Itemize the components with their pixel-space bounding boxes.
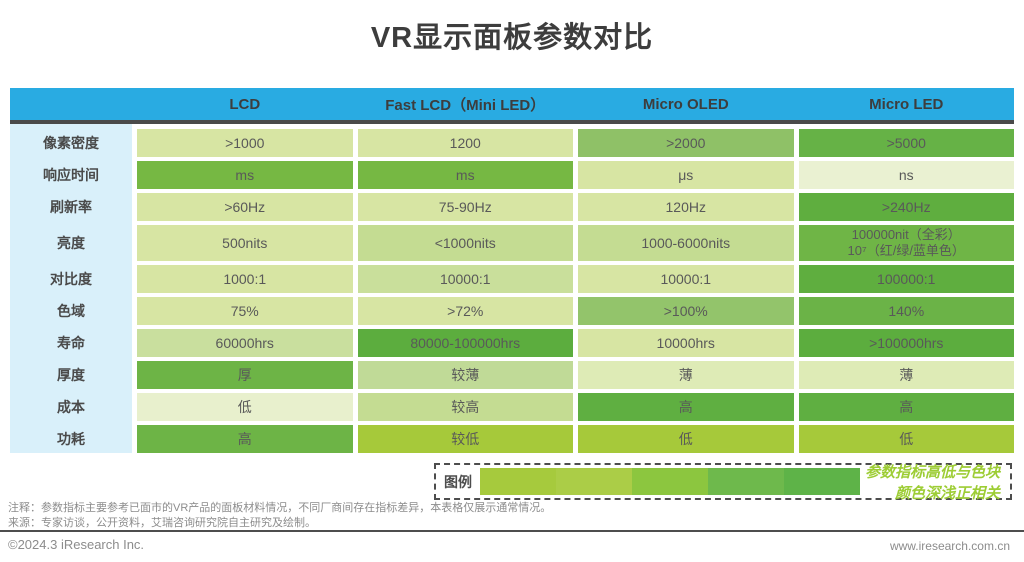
column-header-micro-oled: Micro OLED (642, 95, 729, 113)
cell-pixel-density-fast-lcd: 1200 (357, 129, 573, 157)
cell-power-consumption-micro-oled: 低 (578, 425, 794, 453)
row-label-refresh-rate: 刷新率 (50, 199, 92, 215)
row-label-color-gamut: 色域 (57, 303, 85, 319)
cell-refresh-rate-micro-led: >240Hz (798, 193, 1014, 221)
cell-contrast-lcd: 1000:1 (137, 265, 353, 293)
source-line: 来源：专家访谈，公开资料，艾瑞咨询研究院自主研究及绘制。 (8, 517, 316, 529)
cell-contrast-fast-lcd: 10000:1 (357, 265, 573, 293)
cell-cost-fast-lcd: 较高 (357, 393, 573, 421)
footnotes: 注释：参数指标主要参考已面市的VR产品的面板材料情况，不同厂商间存在指标差异，本… (8, 501, 1008, 531)
cell-contrast-micro-led: 100000:1 (798, 265, 1014, 293)
cell-power-consumption-fast-lcd: 较低 (357, 425, 573, 453)
legend-description: 参数指标高低与色块颜色深浅正相关 (864, 463, 1000, 502)
column-header-fast-lcd: Fast LCD（Mini LED） (385, 96, 546, 114)
cell-refresh-rate-lcd: >60Hz (137, 193, 353, 221)
cell-pixel-density-micro-oled: >2000 (578, 129, 794, 157)
row-label-cost: 成本 (57, 399, 85, 415)
cell-thickness-fast-lcd: 较薄 (357, 361, 573, 389)
cell-lifespan-micro-led: >100000hrs (798, 329, 1014, 357)
cell-lifespan-lcd: 60000hrs (137, 329, 353, 357)
cell-cost-micro-oled: 高 (578, 393, 794, 421)
row-label-brightness: 亮度 (57, 235, 85, 251)
copyright: ©2024.3 iResearch Inc. (8, 537, 145, 552)
column-header-lcd: LCD (229, 95, 261, 113)
table-body: 像素密度 >1000 1200 >2000 >5000 响应时间 ms ms μs ns 刷新率 >6… (10, 124, 1014, 453)
cell-thickness-micro-oled: 薄 (578, 361, 794, 389)
row-label-power-consumption: 功耗 (57, 431, 85, 447)
cell-refresh-rate-fast-lcd: 75-90Hz (357, 193, 573, 221)
cell-response-time-fast-lcd: ms (357, 161, 573, 189)
cell-lifespan-fast-lcd: 80000-100000hrs (357, 329, 573, 357)
cell-pixel-density-lcd: >1000 (137, 129, 353, 157)
row-label-lifespan: 寿命 (57, 335, 85, 351)
legend-swatch-5 (784, 468, 860, 495)
cell-power-consumption-lcd: 高 (137, 425, 353, 453)
row-label-response-time: 响应时间 (43, 167, 99, 183)
footer-divider (0, 530, 1024, 532)
cell-pixel-density-micro-led: >5000 (798, 129, 1014, 157)
legend-swatch-3 (632, 468, 708, 495)
cell-power-consumption-micro-led: 低 (798, 425, 1014, 453)
cell-brightness-micro-oled: 1000-6000nits (578, 225, 794, 261)
cell-color-gamut-micro-oled: >100% (578, 297, 794, 325)
cell-contrast-micro-oled: 10000:1 (578, 265, 794, 293)
cell-refresh-rate-micro-oled: 120Hz (578, 193, 794, 221)
cell-response-time-lcd: ms (137, 161, 353, 189)
page-title: VR显示面板参数对比 (370, 22, 654, 54)
legend-box: 图例 参数指标高低与色块颜色深浅正相关 (434, 463, 1012, 502)
header-divider-rule (10, 120, 1014, 124)
row-label-contrast: 对比度 (50, 271, 92, 287)
cell-brightness-lcd: 500nits (137, 225, 353, 261)
table-header-row: LCD Fast LCD（Mini LED） Micro OLED Micro … (10, 88, 1014, 120)
legend-swatch-2 (556, 468, 632, 495)
row-label-thickness: 厚度 (57, 367, 85, 383)
cell-response-time-micro-led: ns (798, 161, 1014, 189)
website-url: www.iresearch.com.cn (889, 539, 1010, 553)
comparison-table: LCD Fast LCD（Mini LED） Micro OLED Micro … (10, 88, 1014, 453)
cell-color-gamut-lcd: 75% (137, 297, 353, 325)
cell-thickness-lcd: 厚 (137, 361, 353, 389)
legend-color-scale (480, 468, 860, 495)
note-line: 注释：参数指标主要参考已面市的VR产品的面板材料情况，不同厂商间存在指标差异，本… (8, 502, 552, 514)
cell-color-gamut-fast-lcd: >72% (357, 297, 573, 325)
legend-swatch-1 (480, 468, 556, 495)
cell-brightness-fast-lcd: <1000nits (357, 225, 573, 261)
cell-color-gamut-micro-led: 140% (798, 297, 1014, 325)
cell-response-time-micro-oled: μs (578, 161, 794, 189)
cell-cost-lcd: 低 (137, 393, 353, 421)
row-label-pixel-density: 像素密度 (43, 135, 99, 151)
cell-cost-micro-led: 高 (798, 393, 1014, 421)
cell-thickness-micro-led: 薄 (798, 361, 1014, 389)
cell-brightness-micro-led: 100000nit（全彩） 10⁷（红/绿/蓝单色） (798, 225, 1014, 261)
legend-label: 图例 (444, 473, 472, 490)
cell-lifespan-micro-oled: 10000hrs (578, 329, 794, 357)
legend-swatch-4 (708, 468, 784, 495)
column-header-micro-led: Micro LED (869, 95, 944, 113)
